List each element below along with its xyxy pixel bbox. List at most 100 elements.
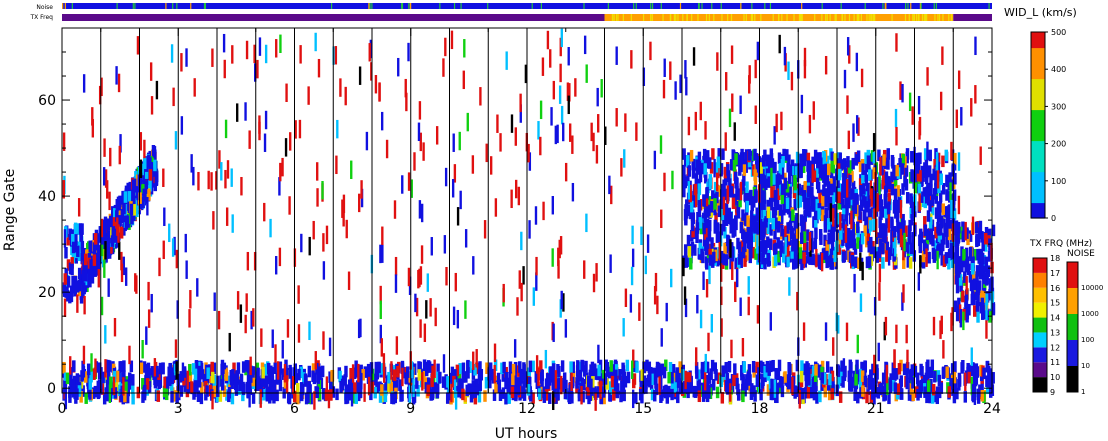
echo-cell [766, 222, 770, 235]
echo-cell [631, 389, 635, 409]
noise-streak [711, 3, 713, 9]
echo-cell [340, 378, 345, 391]
echo-cell [872, 246, 876, 259]
echo-cell [985, 302, 988, 321]
echo-cell [774, 197, 778, 216]
echo-cell [702, 155, 706, 168]
echo-cell [507, 392, 511, 404]
echo-cell [808, 232, 812, 251]
echo-cell [672, 372, 677, 385]
echo-cell [966, 362, 970, 375]
echo-cell [251, 366, 255, 378]
colorbar-cell [1031, 137, 1045, 142]
echo-cell [147, 189, 151, 201]
txfreq-streak [800, 14, 802, 21]
echo-cell [747, 364, 752, 376]
echo-cell [328, 371, 332, 383]
txfreq-streak [613, 14, 615, 21]
echo-cell [700, 162, 704, 175]
echo-cell [857, 117, 860, 136]
colorbar-cell [1031, 190, 1045, 194]
echo-cell [690, 200, 694, 213]
echo-cell [705, 186, 709, 199]
echo-cell [646, 234, 650, 253]
echo-cell [289, 132, 292, 151]
echo-cell [91, 107, 94, 126]
echo-cell [662, 366, 667, 379]
echo-cell [739, 160, 743, 173]
echo-cell [934, 207, 939, 219]
echo-cell [775, 198, 780, 211]
colorbar-cell [1031, 180, 1045, 185]
echo-cell [109, 242, 113, 254]
echo-cell [314, 351, 317, 370]
echo-cell [693, 386, 698, 398]
echo-cell [917, 183, 922, 196]
echo-cell [520, 231, 523, 251]
echo-cell [784, 196, 788, 209]
echo-cell [552, 80, 556, 100]
echo-cell [886, 148, 890, 160]
echo-cell [768, 238, 773, 250]
echo-cell [716, 222, 720, 234]
echo-cell [511, 373, 515, 386]
echo-cell [800, 258, 804, 271]
echo-cell [934, 171, 939, 183]
echo-cell [522, 362, 526, 374]
txfreq-streak [858, 14, 860, 21]
echo-cell [917, 95, 921, 115]
echo-cell [955, 281, 960, 294]
echo-cell [73, 222, 78, 235]
echo-cell [676, 376, 681, 388]
noise-tick-label: 100 [1081, 336, 1094, 344]
echo-cell [539, 381, 543, 394]
echo-cell [887, 177, 891, 190]
echo-cell [760, 377, 764, 389]
echo-cell [197, 376, 202, 388]
echo-cell [170, 379, 174, 391]
echo-cell [733, 122, 736, 141]
echo-cell [785, 180, 790, 193]
txfreq-streak [938, 14, 941, 21]
echo-cell [220, 162, 223, 181]
echo-cell [240, 176, 243, 196]
echo-cell [861, 385, 865, 397]
echo-cell [761, 190, 766, 202]
echo-cell [786, 377, 791, 390]
noise-streak [698, 3, 700, 9]
echo-cell [811, 253, 815, 266]
echo-cell [960, 362, 964, 374]
echo-cell [343, 374, 347, 386]
echo-cell [918, 121, 921, 140]
echo-cell [862, 183, 866, 195]
echo-cell [881, 257, 885, 269]
echo-cell [945, 175, 950, 188]
echo-cell [863, 196, 867, 208]
noise-streak [633, 3, 635, 9]
echo-cell [708, 157, 712, 169]
echo-cell [546, 30, 550, 50]
echo-cell [729, 211, 733, 224]
echo-cell [873, 354, 876, 374]
echo-cell [278, 363, 282, 375]
echo-cell [750, 383, 754, 395]
echo-cell [778, 34, 781, 54]
echo-cell [562, 293, 565, 312]
echo-cell [215, 171, 218, 190]
echo-cell [473, 386, 477, 398]
echo-cell [923, 386, 927, 398]
echo-cell [759, 228, 764, 241]
echo-cell [583, 35, 587, 55]
echo-cell [823, 215, 828, 227]
echo-cell [66, 259, 71, 271]
echo-cell [977, 227, 982, 239]
echo-cell [745, 249, 749, 261]
echo-cell [301, 372, 306, 384]
echo-cell [711, 256, 715, 268]
txfreq-streak [917, 14, 919, 21]
txfreq-streak [751, 14, 754, 21]
echo-cell [224, 169, 227, 189]
txfreq-streak [841, 14, 844, 21]
echo-cell [236, 362, 241, 374]
echo-cell [716, 185, 721, 197]
